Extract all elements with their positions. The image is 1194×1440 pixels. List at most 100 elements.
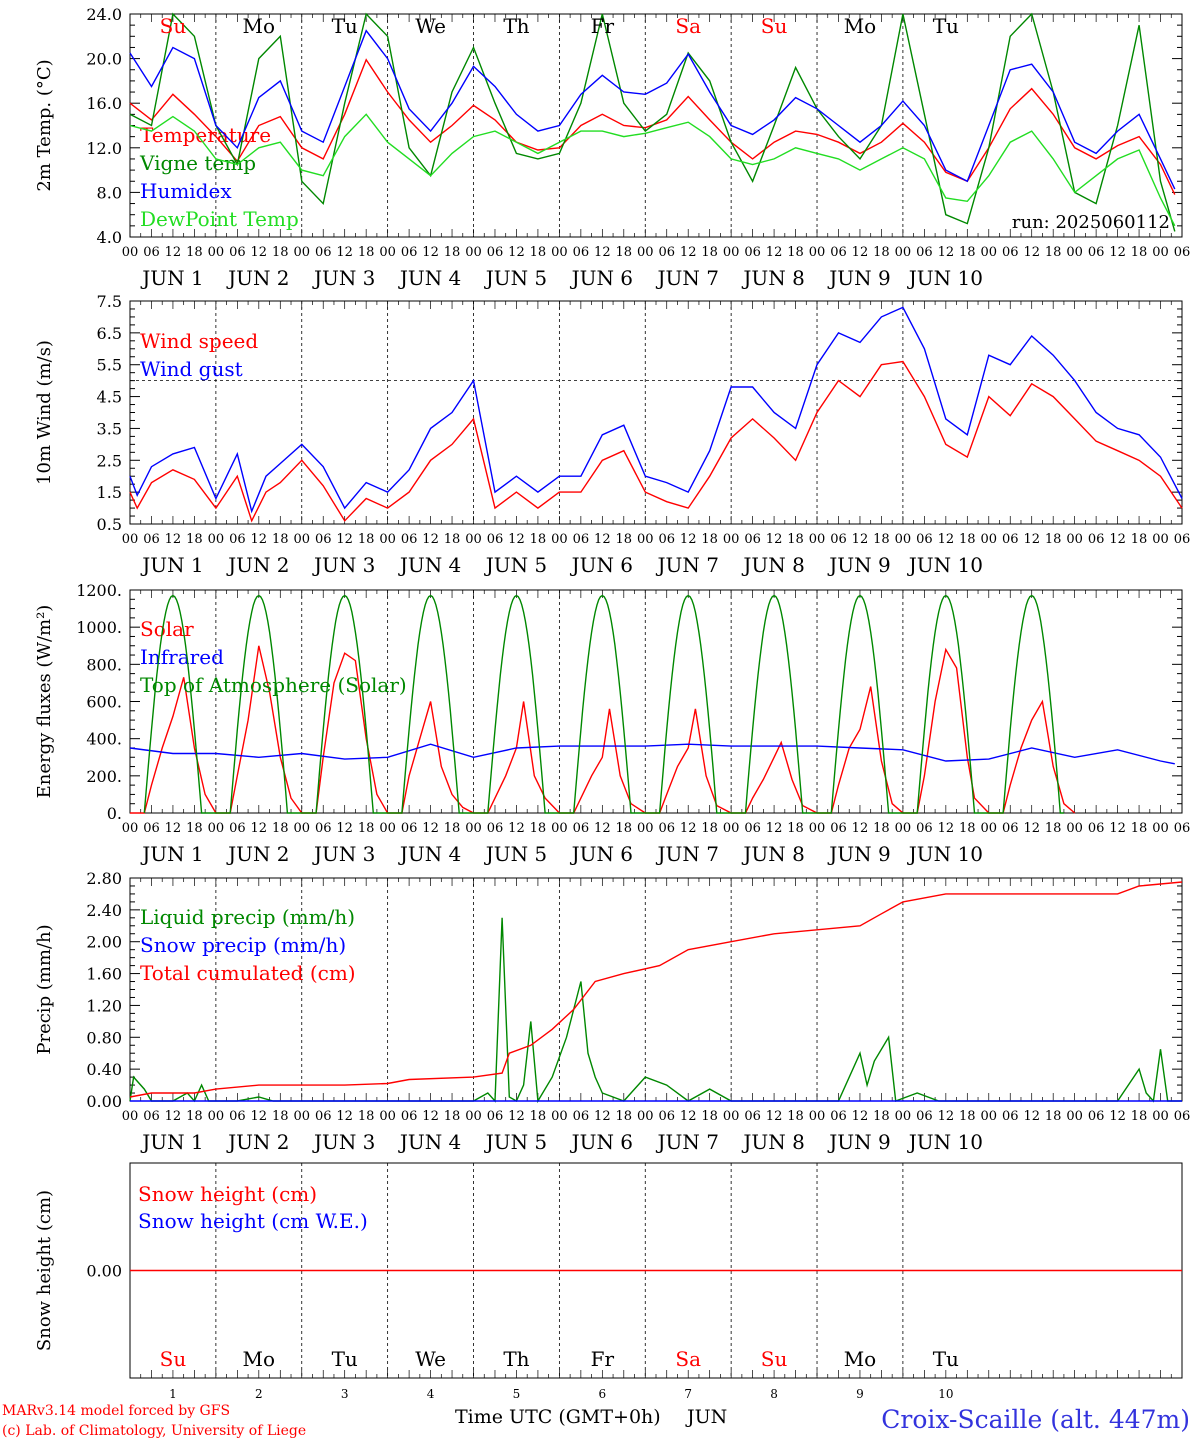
x-hour-label: 06 — [487, 1109, 504, 1124]
x-hour-label: 12 — [938, 532, 955, 547]
x-hour-label: 12 — [422, 1109, 439, 1124]
x-hour-label: 12 — [766, 245, 783, 260]
legend-entry: Top of Atmosphere (Solar) — [140, 673, 407, 697]
x-hour-label: 12 — [938, 1109, 955, 1124]
x-hour-label: 18 — [959, 532, 976, 547]
x-day-label: JUN 1 — [140, 1130, 203, 1154]
x-hour-label: 00 — [895, 532, 912, 547]
x-hour-label: 00 — [637, 1109, 654, 1124]
x-hour-label: 06 — [315, 1109, 332, 1124]
day-number: 6 — [599, 1387, 607, 1401]
x-hour-label: 12 — [594, 1109, 611, 1124]
x-hour-label: 18 — [186, 532, 203, 547]
x-hour-label: 06 — [229, 245, 246, 260]
y-tick-label: 1.5 — [97, 483, 122, 502]
x-hour-label: 06 — [229, 821, 246, 836]
x-hour-label: 00 — [122, 532, 139, 547]
weekday-label-top: Th — [503, 14, 529, 38]
y-tick-label: 3.5 — [97, 419, 122, 438]
x-hour-label: 00 — [981, 245, 998, 260]
x-axis-title: Time UTC (GMT+0h) — [455, 1406, 661, 1428]
x-hour-label: 18 — [616, 821, 633, 836]
x-hour-label: 00 — [1066, 1109, 1083, 1124]
y-axis-label: Precip (mm/h) — [34, 924, 55, 1054]
run-label: run: 2025060112 — [1012, 212, 1170, 233]
x-hour-label: 00 — [637, 821, 654, 836]
x-day-label: JUN 7 — [655, 842, 718, 866]
legend-entry: Temperature — [140, 123, 271, 147]
x-day-label: JUN 3 — [312, 266, 375, 290]
weekday-label-top: Su — [160, 14, 187, 38]
y-axis-label: 10m Wind (m/s) — [34, 340, 55, 485]
x-hour-label: 12 — [251, 1109, 268, 1124]
series-line-humidex — [129, 29, 1176, 190]
x-hour-label: 00 — [465, 532, 482, 547]
x-hour-label: 18 — [186, 245, 203, 260]
x-day-label: JUN 3 — [312, 1130, 375, 1154]
x-hour-label: 00 — [1066, 245, 1083, 260]
x-hour-label: 18 — [701, 1109, 718, 1124]
weekday-label-bottom: We — [415, 1347, 446, 1371]
x-hour-label: 06 — [315, 532, 332, 547]
x-hour-label: 06 — [658, 245, 675, 260]
y-tick-label: 4.0 — [97, 228, 122, 247]
x-hour-label: 00 — [723, 245, 740, 260]
x-hour-label: 00 — [723, 821, 740, 836]
weekday-label-top: Sa — [675, 14, 701, 38]
legend-entry: DewPoint Temp — [140, 207, 299, 231]
x-hour-label: 00 — [895, 245, 912, 260]
x-day-label: JUN 9 — [827, 553, 890, 577]
x-hour-label: 18 — [701, 532, 718, 547]
x-hour-label: 00 — [379, 532, 396, 547]
x-hour-label: 00 — [637, 245, 654, 260]
x-day-label: JUN 7 — [655, 266, 718, 290]
x-hour-label: 00 — [981, 532, 998, 547]
x-hour-label: 12 — [165, 532, 182, 547]
x-hour-label: 06 — [573, 245, 590, 260]
x-hour-label: 12 — [1023, 821, 1040, 836]
x-hour-label: 00 — [208, 532, 225, 547]
x-hour-label: 12 — [336, 821, 353, 836]
y-tick-label: 6.5 — [97, 324, 122, 343]
x-day-label: JUN 2 — [226, 553, 289, 577]
x-hour-label: 12 — [1109, 245, 1126, 260]
x-day-label: JUN 5 — [484, 842, 547, 866]
x-hour-label: 18 — [272, 821, 289, 836]
x-hour-label: 18 — [186, 821, 203, 836]
x-hour-label: 06 — [916, 532, 933, 547]
x-hour-label: 12 — [508, 1109, 525, 1124]
x-hour-label: 00 — [379, 1109, 396, 1124]
x-hour-label: 12 — [251, 532, 268, 547]
x-hour-label: 18 — [272, 245, 289, 260]
x-hour-label: 06 — [315, 821, 332, 836]
y-tick-label: 0.40 — [86, 1060, 122, 1079]
x-hour-label: 00 — [1152, 245, 1169, 260]
x-day-label: JUN 5 — [484, 266, 547, 290]
weekday-label-top: Fr — [591, 14, 615, 38]
x-hour-label: 06 — [1002, 532, 1019, 547]
y-tick-label: 2.00 — [86, 933, 122, 952]
y-tick-label: 2.5 — [97, 451, 122, 470]
x-hour-label: 00 — [809, 532, 826, 547]
y-tick-label: 20.0 — [86, 50, 122, 69]
series-line-top-of-atmosphere-solar- — [143, 594, 1064, 814]
x-hour-label: 18 — [787, 532, 804, 547]
x-hour-label: 12 — [508, 821, 525, 836]
x-hour-label: 18 — [701, 821, 718, 836]
x-hour-label: 00 — [809, 821, 826, 836]
x-hour-label: 06 — [658, 821, 675, 836]
x-hour-label: 00 — [1066, 532, 1083, 547]
x-day-label: JUN 4 — [398, 1130, 461, 1154]
x-hour-label: 12 — [336, 1109, 353, 1124]
y-tick-label: 1.60 — [86, 965, 122, 984]
legend-entry: Vigne temp — [139, 151, 256, 175]
day-number: 10 — [938, 1387, 953, 1401]
x-day-label: JUN 7 — [655, 1130, 718, 1154]
x-hour-label: 00 — [551, 1109, 568, 1124]
x-hour-label: 12 — [594, 532, 611, 547]
x-day-label: JUN 1 — [140, 842, 203, 866]
x-day-label: JUN 9 — [827, 1130, 890, 1154]
x-hour-label: 06 — [830, 1109, 847, 1124]
x-hour-label: 06 — [830, 532, 847, 547]
x-hour-label: 06 — [573, 1109, 590, 1124]
